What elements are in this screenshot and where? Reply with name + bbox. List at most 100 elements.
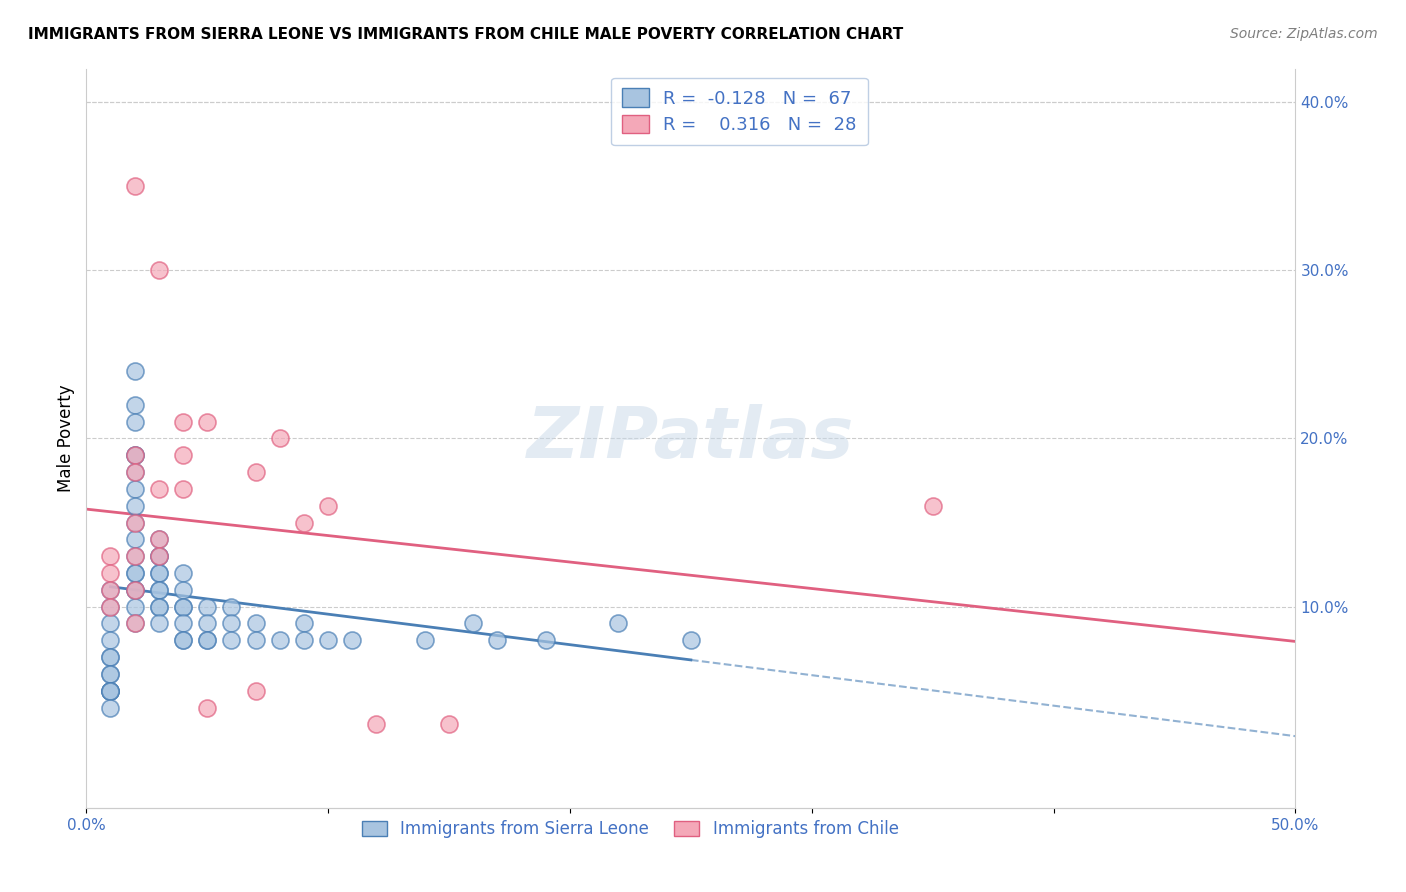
Point [124,516,146,530]
Point [148,566,170,580]
Point [124,415,146,429]
Point [100,650,122,665]
Point [195,599,218,614]
Point [172,482,194,496]
Point [100,549,122,564]
Point [316,499,339,513]
Point [172,582,194,597]
Point [172,415,194,429]
Point [124,566,146,580]
Point [148,616,170,631]
Point [148,599,170,614]
Point [100,599,122,614]
Point [124,516,146,530]
Point [100,683,122,698]
Point [100,650,122,665]
Point [124,482,146,496]
Point [292,516,315,530]
Point [124,179,146,194]
Point [124,549,146,564]
Point [221,616,243,631]
Point [245,465,267,479]
Point [534,633,557,648]
Point [148,566,170,580]
Point [148,582,170,597]
Point [100,582,122,597]
Point [148,482,170,496]
Point [172,599,194,614]
Point [366,717,388,731]
Point [292,616,315,631]
Point [148,533,170,547]
Point [245,683,267,698]
Point [195,700,218,714]
Point [292,633,315,648]
Point [124,549,146,564]
Point [100,683,122,698]
Point [245,616,267,631]
Point [486,633,509,648]
Point [269,432,291,446]
Point [679,633,702,648]
Text: Source: ZipAtlas.com: Source: ZipAtlas.com [1230,27,1378,41]
Point [413,633,436,648]
Point [100,566,122,580]
Point [100,633,122,648]
Point [437,717,460,731]
Point [124,465,146,479]
Point [148,549,170,564]
Point [269,633,291,648]
Point [245,633,267,648]
Point [195,415,218,429]
Point [221,633,243,648]
Point [124,599,146,614]
Point [124,616,146,631]
Point [195,633,218,648]
Point [124,616,146,631]
Point [607,616,630,631]
Text: IMMIGRANTS FROM SIERRA LEONE VS IMMIGRANTS FROM CHILE MALE POVERTY CORRELATION C: IMMIGRANTS FROM SIERRA LEONE VS IMMIGRAN… [28,27,904,42]
Point [316,633,339,648]
Point [124,448,146,462]
Point [124,364,146,378]
Point [100,616,122,631]
Point [124,398,146,412]
Point [172,633,194,648]
Point [172,448,194,462]
Point [100,700,122,714]
Point [148,533,170,547]
Point [172,616,194,631]
Legend: Immigrants from Sierra Leone, Immigrants from Chile: Immigrants from Sierra Leone, Immigrants… [356,814,905,845]
Point [921,499,943,513]
Point [342,633,364,648]
Point [124,582,146,597]
Y-axis label: Male Poverty: Male Poverty [58,384,75,492]
Point [124,448,146,462]
Point [172,633,194,648]
Point [124,533,146,547]
Point [172,566,194,580]
Point [124,582,146,597]
Point [195,633,218,648]
Point [148,599,170,614]
Point [148,582,170,597]
Point [100,667,122,681]
Point [148,549,170,564]
Point [100,582,122,597]
Point [100,683,122,698]
Point [124,582,146,597]
Point [100,683,122,698]
Point [124,566,146,580]
Point [100,599,122,614]
Point [124,499,146,513]
Text: ZIPatlas: ZIPatlas [527,404,855,473]
Point [463,616,485,631]
Point [148,263,170,277]
Point [124,465,146,479]
Point [148,549,170,564]
Point [195,616,218,631]
Point [100,667,122,681]
Point [221,599,243,614]
Point [172,599,194,614]
Point [124,448,146,462]
